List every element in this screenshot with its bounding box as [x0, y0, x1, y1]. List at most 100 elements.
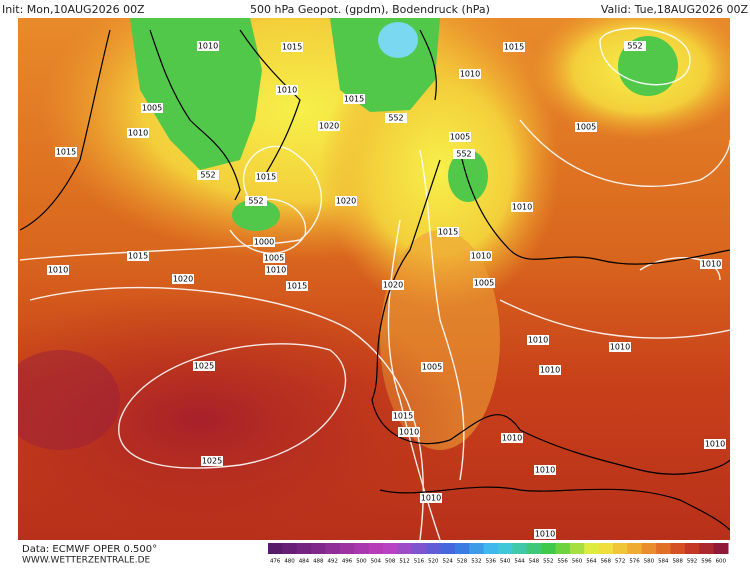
contour-label-box: [286, 281, 308, 291]
contour-label-box: [459, 69, 481, 79]
contour-label-box: [276, 85, 298, 95]
contour-label: 1010: [701, 260, 721, 269]
contour-label-box: [281, 42, 303, 52]
contour-label-box: [263, 253, 285, 263]
colorbar-label: 600: [716, 559, 727, 565]
colorbar-swatch: [656, 543, 671, 554]
colorbar-label: 516: [414, 559, 425, 565]
colorbar-swatch: [397, 543, 413, 554]
data-source: Data: ECMWF OPER 0.500°: [22, 544, 157, 555]
colorbar-swatch: [440, 543, 456, 554]
contour-label-box: [335, 196, 357, 206]
colorbar-swatch: [426, 543, 441, 554]
contour-label-box: [398, 427, 420, 437]
contour-label: 552: [200, 171, 215, 180]
colorbar-swatch: [627, 543, 643, 554]
colorbar-swatch: [699, 543, 715, 554]
colorbar-label: 560: [572, 559, 583, 565]
contour-label: 1010: [399, 428, 419, 437]
colorbar-swatch: [383, 543, 398, 554]
contour-label: 552: [248, 197, 263, 206]
contour-label: 1005: [422, 363, 442, 372]
contour-label: 1000: [254, 238, 274, 247]
colorbar-label: 536: [486, 559, 497, 565]
contour-label: 1015: [504, 43, 524, 52]
contour-label-box: [201, 456, 223, 466]
colorbar-swatch: [268, 543, 283, 554]
contour-label: 1010: [198, 42, 218, 51]
contour-label-box: [197, 41, 219, 51]
contour-label-box: [511, 202, 533, 212]
contour-label-box: [193, 361, 215, 371]
colorbar-swatch: [311, 543, 326, 554]
contour-label-box: [539, 365, 561, 375]
contour-label: 1010: [460, 70, 480, 79]
contour-label: 1010: [277, 86, 297, 95]
colorbar-label: 520: [428, 559, 439, 565]
contour-label-box: [47, 265, 69, 275]
contour-label-box: [700, 259, 722, 269]
colorbar-swatch: [584, 543, 600, 554]
contour-label-box: [527, 335, 549, 345]
colorbar-swatch: [454, 543, 470, 554]
colorbar-label: 492: [327, 559, 338, 565]
colorbar-label: 480: [284, 559, 295, 565]
colorbar-swatch: [411, 543, 427, 554]
contour-label: 1010: [535, 530, 555, 539]
colorbar-label: 552: [543, 559, 554, 565]
colorbar-swatch: [541, 543, 556, 554]
contour-label: 1010: [502, 434, 522, 443]
colorbar-label: 544: [514, 559, 525, 565]
contour-label: 1005: [576, 123, 596, 132]
contour-label-box: [453, 149, 475, 159]
colorbar: 476 480 484 488 492 496 500 504 508 512 516 520 524 5…: [268, 543, 729, 565]
contour-label-box: [575, 122, 597, 132]
contour-label-box: [449, 132, 471, 142]
contour-label-box: [420, 493, 442, 503]
colorbar-swatch: [713, 543, 729, 554]
contour-label-box: [55, 147, 77, 157]
contour-label-box: [437, 227, 459, 237]
contour-label: 1010: [512, 203, 532, 212]
init-label: Init: Mon,10AUG2026 00Z: [2, 3, 145, 16]
contour-label: 1010: [705, 440, 725, 449]
contour-label: 1015: [438, 228, 458, 237]
contour-label: 1010: [421, 494, 441, 503]
contour-label: 1010: [48, 266, 68, 275]
contour-label-box: [534, 465, 556, 475]
colorbar-swatch: [684, 543, 700, 554]
contour-label-box: [245, 196, 267, 206]
contour-label: 1005: [264, 254, 284, 263]
colorbar-label: 572: [615, 559, 626, 565]
contour-label: 1005: [450, 133, 470, 142]
contour-label-box: [421, 362, 443, 372]
colorbar-swatch: [598, 543, 614, 554]
contour-label: 1020: [336, 197, 356, 206]
colorbar-label: 540: [500, 559, 511, 565]
colorbar-swatch: [526, 543, 542, 554]
valid-label: Valid: Tue,18AUG2026 00Z: [601, 3, 749, 16]
contour-label: 1015: [128, 252, 148, 261]
colorbar-swatch: [469, 543, 485, 554]
contour-label-box: [265, 265, 287, 275]
colorbar-label: 528: [457, 559, 468, 565]
colorbar-swatch: [339, 543, 355, 554]
colorbar-label: 564: [586, 559, 597, 565]
contour-label: 1010: [128, 129, 148, 138]
contour-label-box: [609, 342, 631, 352]
contour-label: 1010: [540, 366, 560, 375]
contour-label-box: [704, 439, 726, 449]
colorbar-label: 592: [687, 559, 698, 565]
colorbar-swatch: [555, 543, 571, 554]
colorbar-label: 476: [270, 559, 281, 565]
contour-label-box: [127, 128, 149, 138]
colorbar-label: 576: [629, 559, 640, 565]
contour-label: 1015: [256, 173, 276, 182]
colorbar-label: 496: [342, 559, 353, 565]
contour-label: 1015: [287, 282, 307, 291]
contour-label-box: [392, 411, 414, 421]
contour-label-box: [127, 251, 149, 261]
colorbar-swatch: [512, 543, 528, 554]
colorbar-swatch: [282, 543, 298, 554]
